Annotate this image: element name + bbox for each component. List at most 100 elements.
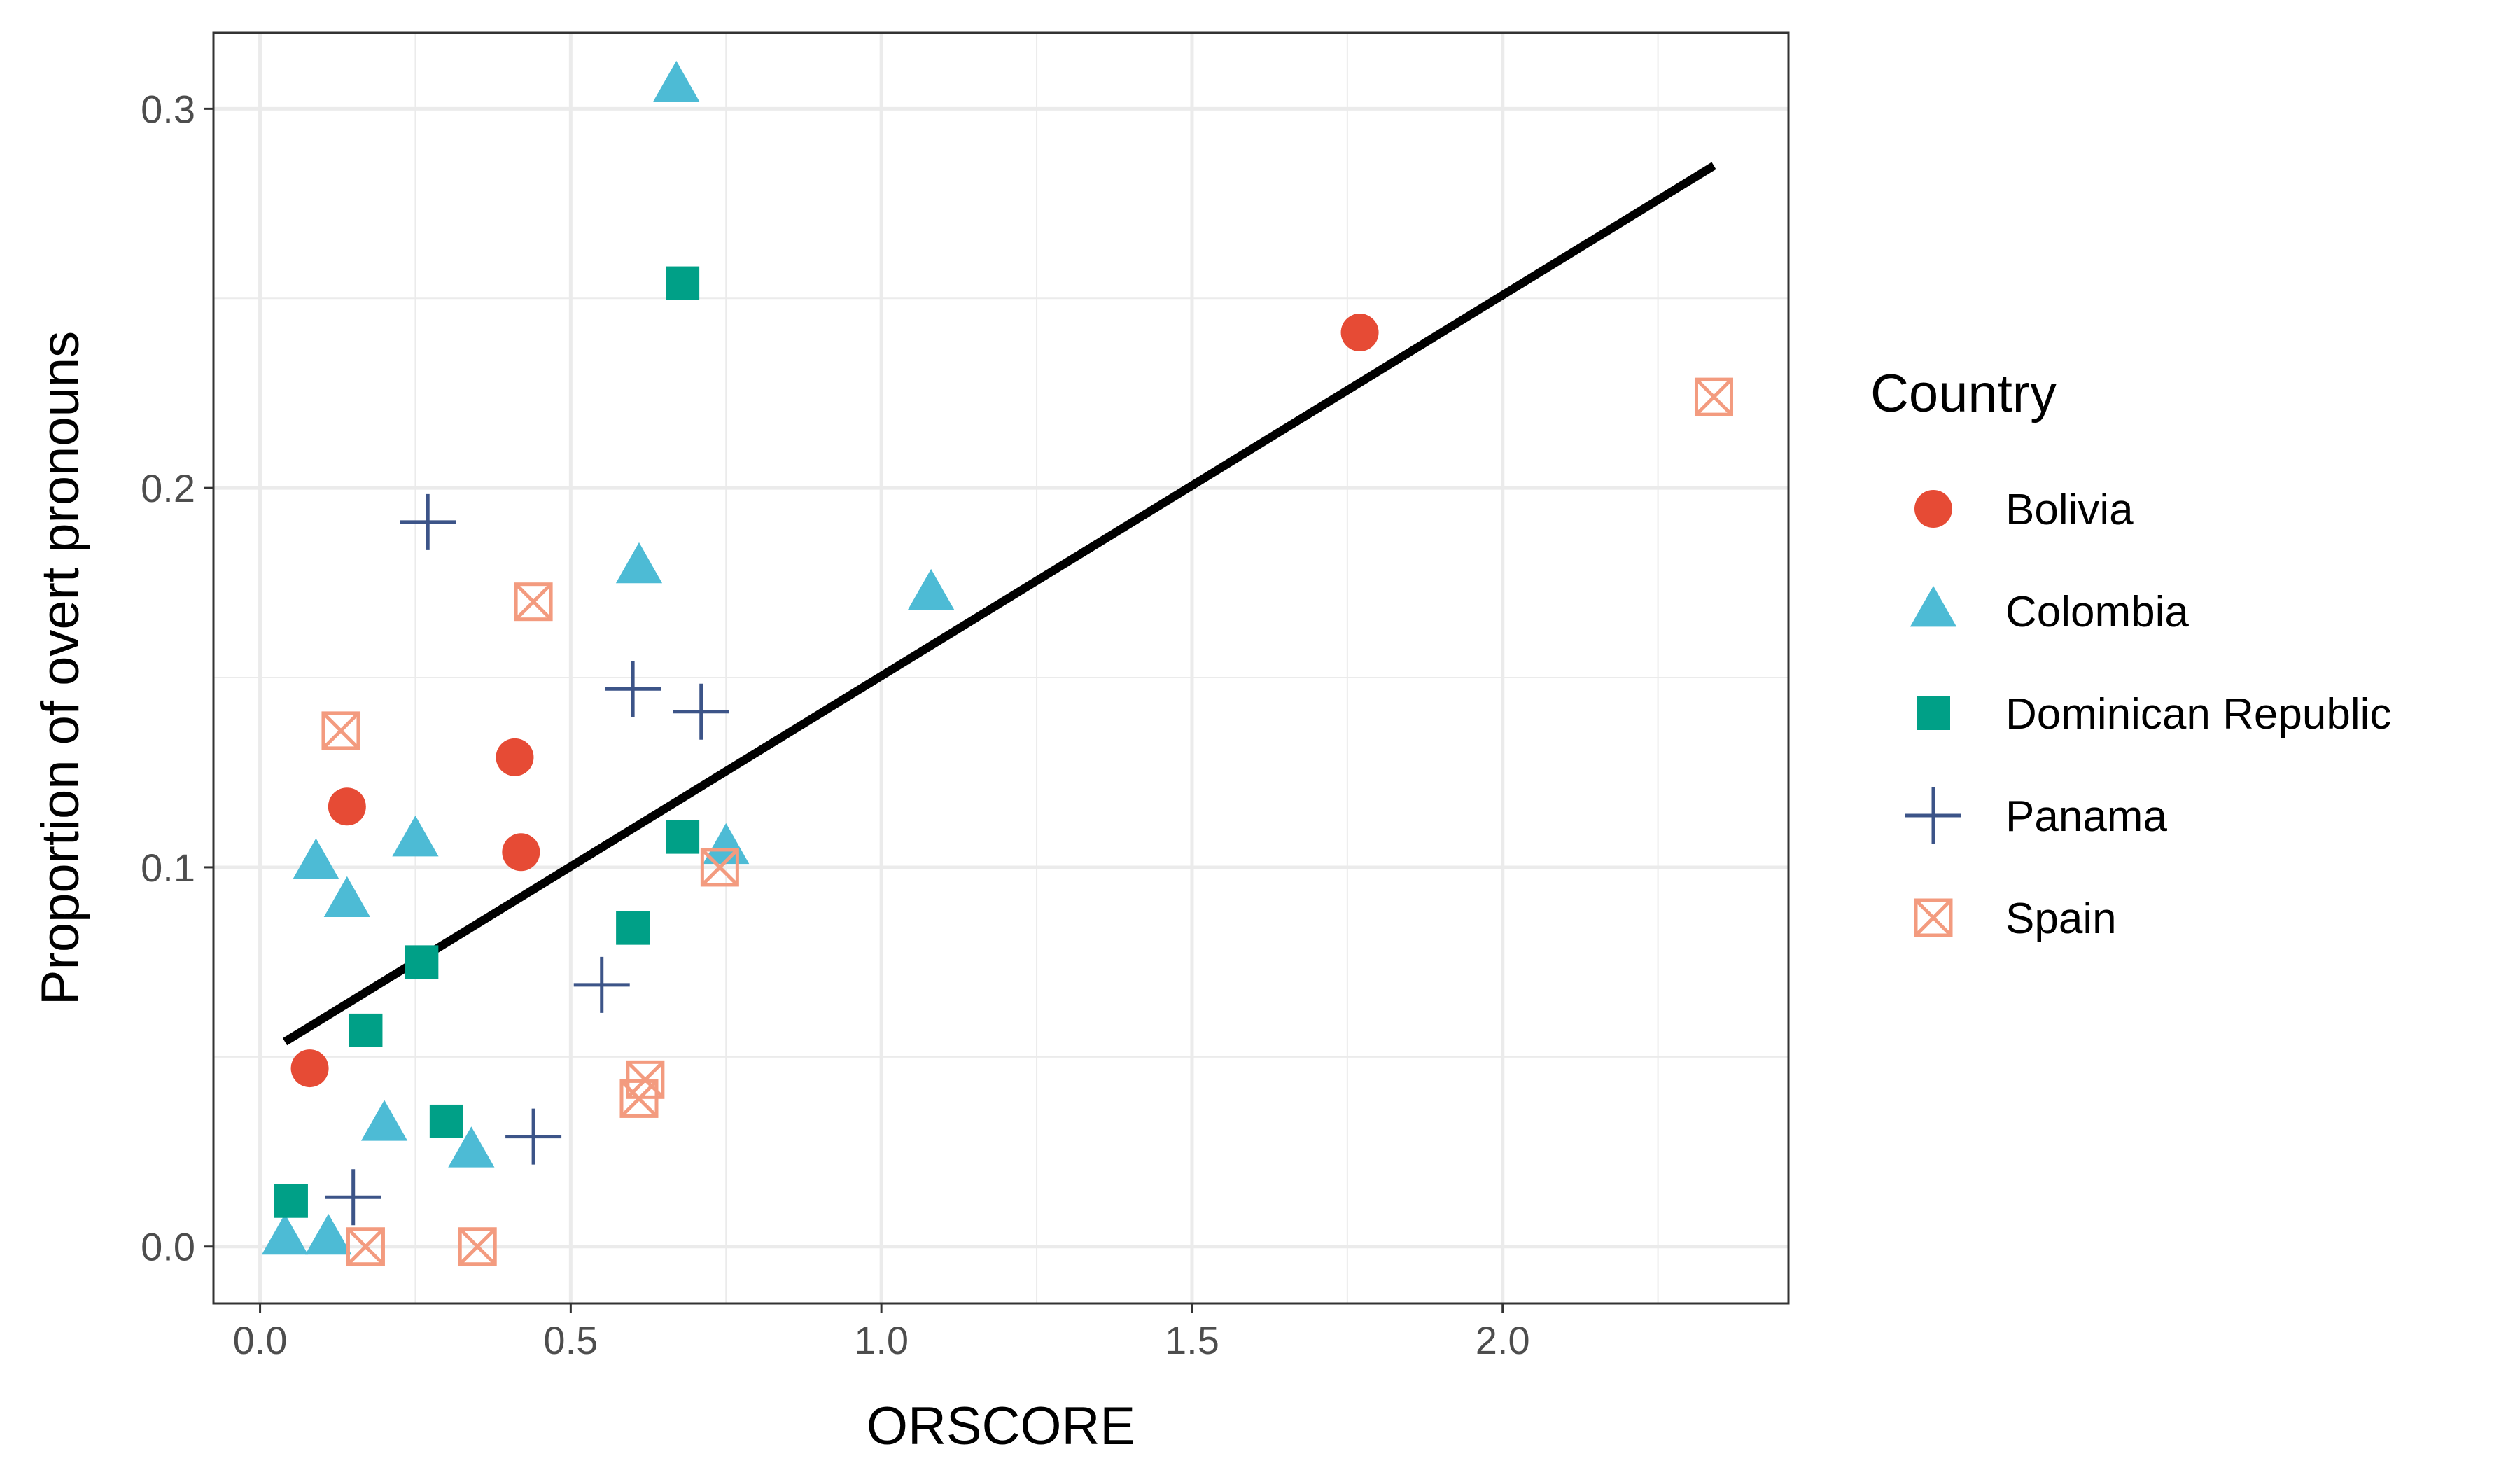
legend-title: Country	[1870, 364, 2057, 424]
point-spain	[346, 1227, 385, 1266]
x-axis-title: ORSCORE	[867, 1396, 1135, 1456]
marker-square	[666, 266, 700, 300]
data-points	[261, 60, 1733, 1266]
legend-label-colombia: Colombia	[2005, 588, 2189, 636]
legend-label-bolivia: Bolivia	[2005, 486, 2134, 534]
marker-triangle	[653, 60, 700, 102]
marker-cross-b	[322, 712, 360, 750]
point-colombia	[305, 1213, 352, 1255]
point-colombia	[360, 1100, 408, 1141]
legend-key-colombia	[1910, 586, 1957, 627]
x-tick-label: 1.5	[1165, 1318, 1219, 1362]
legend-item-dominican-republic: Dominican Republic	[1917, 690, 2391, 738]
y-tick-label: 0.0	[141, 1225, 195, 1269]
point-bolivia	[328, 788, 366, 826]
marker-triangle	[360, 1100, 408, 1141]
marker-triangle	[261, 1213, 309, 1255]
marker-cross-b	[626, 1060, 664, 1099]
point-colombia	[261, 1213, 309, 1255]
marker-triangle	[305, 1213, 352, 1255]
trend-line	[282, 162, 1716, 1046]
point-bolivia	[502, 833, 540, 872]
legend-key-panama	[1905, 788, 1961, 844]
legend-key-dominican-republic	[1917, 696, 1950, 730]
marker-square-outline	[700, 848, 739, 887]
legend-item-colombia: Colombia	[1910, 586, 2189, 636]
legend-label-dominican-republic: Dominican Republic	[2005, 690, 2391, 738]
point-spain	[458, 1227, 497, 1266]
point-spain	[700, 848, 739, 887]
point-bolivia	[290, 1049, 329, 1088]
point-spain	[626, 1060, 665, 1099]
point-colombia	[323, 876, 370, 918]
marker-square-outline	[458, 1227, 497, 1266]
point-colombia	[293, 838, 340, 879]
marker-square-outline	[514, 582, 553, 622]
marker-square	[349, 1013, 383, 1047]
marker-square-outline	[321, 711, 360, 750]
x-tick-label: 1.0	[854, 1318, 909, 1362]
marker-square-outline	[626, 1060, 665, 1099]
point-colombia	[448, 1126, 495, 1168]
y-axis-ticks: 0.0 0.1 0.2 0.3	[141, 87, 214, 1269]
point-panama	[400, 493, 456, 550]
x-tick-label: 2.0	[1476, 1318, 1530, 1362]
point-dominican-republic	[666, 820, 700, 854]
point-panama	[605, 661, 662, 718]
marker-square	[616, 911, 650, 945]
point-colombia	[615, 542, 663, 584]
marker-triangle	[448, 1126, 495, 1168]
marker-triangle	[908, 568, 955, 610]
marker-triangle	[392, 816, 439, 857]
point-dominican-republic	[616, 911, 650, 945]
marker-cross-b	[1914, 899, 1952, 937]
marker-circle	[328, 788, 366, 826]
x-axis-ticks: 0.0 0.5 1.0 1.5 2.0	[233, 1303, 1530, 1362]
marker-square-outline	[1914, 898, 1953, 937]
marker-circle	[290, 1049, 329, 1088]
point-panama	[673, 683, 729, 740]
marker-triangle	[615, 542, 663, 584]
trend-line-group	[282, 162, 1716, 1046]
marker-square	[429, 1104, 463, 1138]
point-colombia	[908, 568, 955, 610]
legend: Country Bolivia Colombia Dominican Republi…	[1870, 364, 2391, 943]
legend-item-bolivia: Bolivia	[1914, 486, 2134, 534]
marker-square	[666, 820, 700, 854]
y-tick-label: 0.2	[141, 466, 195, 510]
marker-square	[1917, 696, 1950, 730]
marker-square-outline	[346, 1227, 385, 1266]
major-gridlines	[214, 33, 1788, 1303]
point-bolivia	[1340, 314, 1379, 352]
point-dominican-republic	[349, 1013, 383, 1047]
marker-square	[405, 945, 439, 979]
point-dominican-republic	[666, 266, 700, 300]
marker-cross-b	[1695, 378, 1733, 416]
marker-cross-b	[514, 582, 552, 621]
marker-triangle	[293, 838, 340, 879]
legend-label-spain: Spain	[2005, 895, 2117, 943]
y-tick-label: 0.3	[141, 87, 195, 131]
marker-cross-b	[458, 1227, 496, 1266]
marker-circle	[1914, 490, 1952, 528]
y-axis-title: Proportion of overt pronouns	[31, 331, 90, 1005]
marker-triangle	[1910, 586, 1957, 627]
marker-square-outline	[1694, 377, 1733, 416]
point-colombia	[392, 816, 439, 857]
y-tick-label: 0.1	[141, 846, 195, 890]
point-spain	[321, 711, 360, 750]
point-spain	[1694, 377, 1733, 416]
marker-circle	[502, 833, 540, 872]
x-tick-label: 0.0	[233, 1318, 288, 1362]
point-dominican-republic	[405, 945, 439, 979]
point-bolivia	[496, 738, 534, 776]
point-colombia	[653, 60, 700, 102]
marker-triangle	[323, 876, 370, 918]
point-spain	[514, 582, 553, 622]
legend-item-spain: Spain	[1914, 895, 2117, 943]
point-panama	[325, 1169, 382, 1226]
minor-gridlines	[214, 33, 1788, 1303]
marker-circle	[496, 738, 534, 776]
